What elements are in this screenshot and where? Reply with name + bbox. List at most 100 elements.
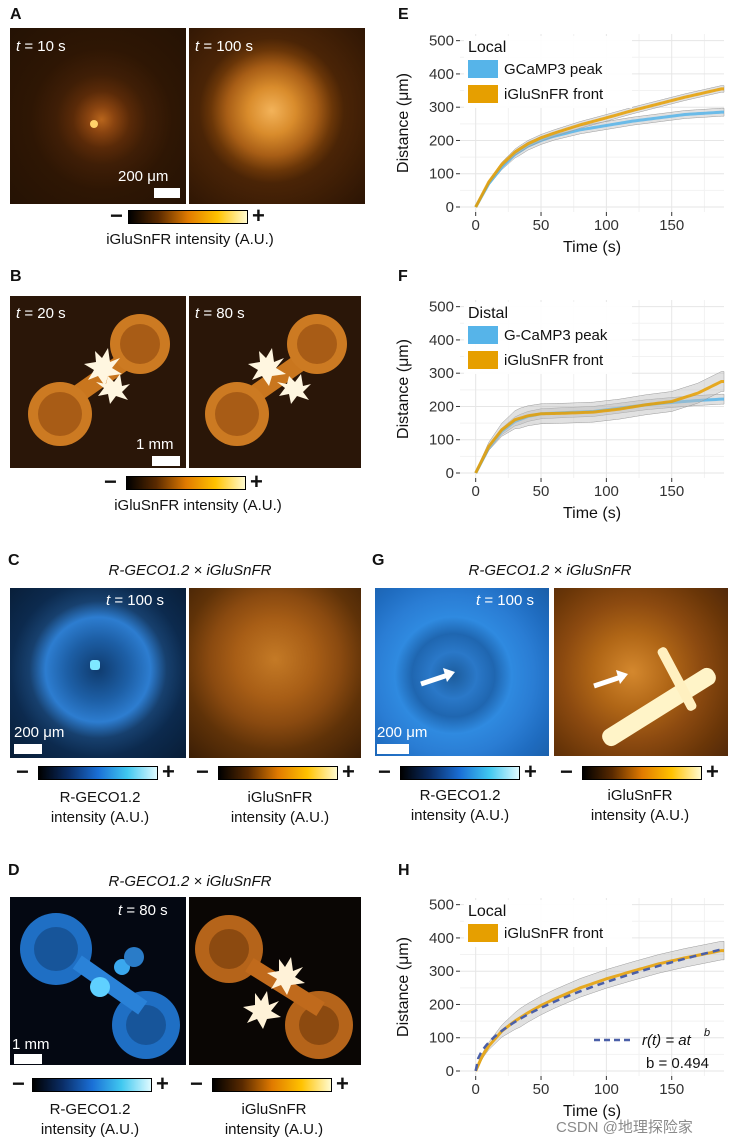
legend-title: Local	[468, 39, 506, 56]
time-label-a-left: t = 10 s	[16, 38, 66, 55]
x-tick-label: 50	[533, 483, 550, 500]
colorbar-d-left-caption: R-GECO1.2 intensity (A.U.)	[0, 1100, 180, 1140]
y-tick-label: 400	[429, 66, 454, 83]
colorbar-d-left: − +	[12, 1071, 182, 1096]
mycelium-shape-d-left	[20, 913, 180, 1059]
x-axis-label: Time (s)	[563, 1103, 621, 1120]
legend-title: Distal	[468, 305, 508, 322]
legend-entry-0: G-CaMP3 peak	[504, 327, 608, 344]
chart-f: 0 50 100 150 0 100 200 300 400 500 Time (s) Distanc…	[395, 299, 725, 522]
series-line-0	[474, 110, 724, 208]
colorbar-d-right-caption-1: iGluSnFR	[241, 1101, 307, 1118]
colorbar-g-left-caption-1: R-GECO1.2	[419, 787, 501, 804]
micrograph-g-left	[375, 588, 549, 756]
y-axis-label: Distance (μm)	[395, 937, 412, 1037]
legend-entry-0: GCaMP3 peak	[504, 61, 603, 78]
colorbar-a: − +	[110, 203, 270, 228]
y-tick-label: 200	[429, 996, 454, 1013]
colorbar-g-left-caption: R-GECO1.2 intensity (A.U.)	[370, 786, 550, 826]
watermark: CSDN @地理探险家	[556, 1119, 693, 1136]
x-tick-label: 50	[533, 1081, 550, 1098]
y-tick-label: 200	[429, 132, 454, 149]
legend-entry-1: iGluSnFR front	[504, 86, 604, 103]
colorbar-d-right-caption-2: intensity (A.U.)	[224, 1121, 324, 1138]
colorbar-a-gradient	[128, 210, 248, 224]
legend-swatch-0	[468, 326, 498, 344]
scalebar-c	[14, 744, 42, 754]
panel-label-c: C	[8, 552, 20, 569]
colorbar-g-left-minus: −	[378, 759, 391, 784]
time-label-b-right: t = 80 s	[195, 305, 245, 322]
y-tick-label: 100	[429, 1030, 454, 1047]
time-label-g: t = 100 s	[476, 592, 534, 609]
colorbar-g-right-caption: iGluSnFR intensity (A.U.)	[550, 786, 730, 826]
scalebar-label-g: 200 μm	[377, 724, 428, 741]
y-tick-label: 500	[429, 897, 454, 914]
x-tick-label: 150	[659, 483, 684, 500]
y-tick-label: 100	[429, 166, 454, 183]
confidence-band-1	[475, 371, 725, 474]
needle-shape-g-right	[593, 647, 716, 747]
colorbar-c-left-minus: −	[16, 759, 29, 784]
scalebar-label-d: 1 mm	[12, 1036, 50, 1053]
x-tick-label: 100	[594, 483, 619, 500]
micrograph-a-left	[10, 28, 186, 204]
colorbar-a-minus: −	[110, 203, 123, 228]
hotspot-c-left	[90, 660, 100, 670]
colorbar-g-right: − +	[560, 759, 726, 784]
x-axis-label: Time (s)	[563, 505, 621, 522]
scalebar-b	[152, 456, 180, 466]
panel-label-f: F	[398, 268, 408, 285]
colorbar-g-right-gradient	[582, 766, 702, 780]
x-tick-label: 150	[659, 1081, 684, 1098]
fit-formula: r(t) = at	[642, 1032, 692, 1049]
legend-title: Local	[468, 903, 506, 920]
panel-label-g: G	[372, 552, 385, 569]
colorbar-c-right-caption-2: intensity (A.U.)	[230, 809, 330, 826]
y-tick-label: 300	[429, 963, 454, 980]
colorbar-b: − +	[104, 469, 270, 494]
legend-swatch-0	[468, 60, 498, 78]
x-tick-label: 100	[594, 1081, 619, 1098]
x-tick-label: 0	[472, 1081, 480, 1098]
fit-b-value: b = 0.494	[646, 1055, 709, 1072]
y-tick-label: 0	[446, 199, 454, 216]
time-label-d: t = 80 s	[118, 902, 168, 919]
mycelium-shape-b-right	[205, 314, 347, 446]
colorbar-c-left: − +	[16, 759, 182, 784]
series-line-1	[474, 87, 724, 208]
colorbar-b-caption: iGluSnFR intensity (A.U.)	[114, 497, 282, 514]
panel-label-a: A	[10, 6, 22, 23]
colorbar-d-right-caption: iGluSnFR intensity (A.U.)	[184, 1100, 364, 1140]
y-tick-label: 500	[429, 33, 454, 50]
legend-swatch-0	[468, 924, 498, 942]
colorbar-g-right-plus: +	[706, 759, 719, 784]
colorbar-d-left-gradient	[32, 1078, 152, 1092]
colorbar-d-left-plus: +	[156, 1071, 169, 1096]
micrograph-d-left	[10, 897, 186, 1065]
micrograph-b-right	[189, 296, 361, 468]
colorbar-d-left-minus: −	[12, 1071, 25, 1096]
colorbar-a-caption: iGluSnFR intensity (A.U.)	[106, 231, 274, 248]
y-tick-label: 0	[446, 465, 454, 482]
y-axis-label: Distance (μm)	[395, 339, 412, 439]
micrograph-a-right	[189, 28, 365, 204]
colorbar-c-left-caption-1: R-GECO1.2	[59, 789, 141, 806]
colorbar-c-left-gradient	[38, 766, 158, 780]
y-tick-label: 100	[429, 432, 454, 449]
colorbar-b-plus: +	[250, 469, 263, 494]
colorbar-d-right-minus: −	[190, 1071, 203, 1096]
colorbar-c-left-caption: R-GECO1.2 intensity (A.U.)	[10, 788, 190, 828]
colorbar-c-right-caption-1: iGluSnFR	[247, 789, 313, 806]
legend-swatch-1	[468, 85, 498, 103]
scalebar-a	[154, 188, 180, 198]
colorbar-g-left: − +	[378, 759, 544, 784]
colorbar-c-right-gradient	[218, 766, 338, 780]
y-tick-label: 0	[446, 1063, 454, 1080]
panel-label-d: D	[8, 862, 20, 879]
arrow-g-left	[420, 668, 455, 687]
colorbar-c-left-plus: +	[162, 759, 175, 784]
scalebar-d	[14, 1054, 42, 1064]
colorbar-d-left-caption-2: intensity (A.U.)	[40, 1121, 140, 1138]
colorbar-g-left-plus: +	[524, 759, 537, 784]
